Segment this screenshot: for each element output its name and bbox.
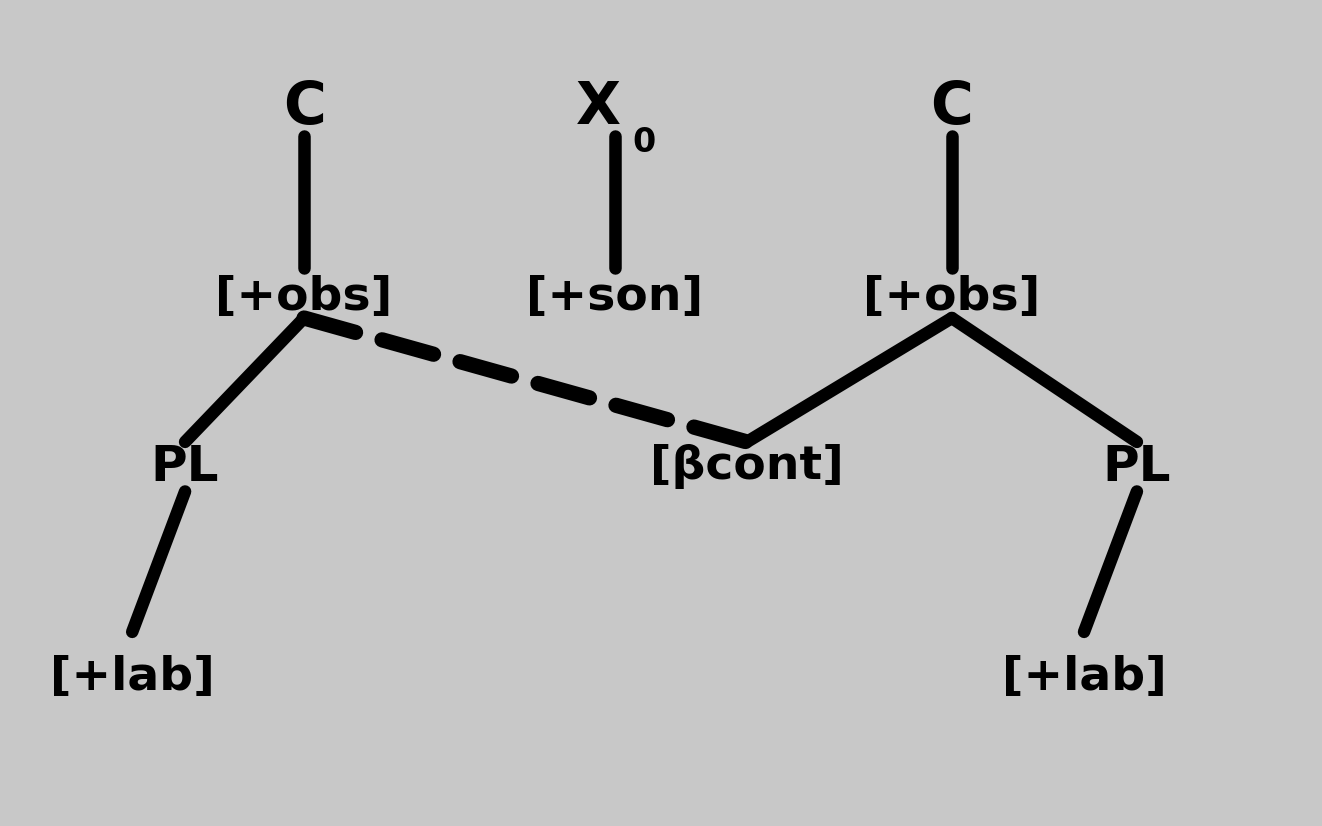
Text: [+son]: [+son] [526,275,703,320]
Text: C: C [931,78,973,136]
Text: 0: 0 [632,126,656,159]
Text: X: X [576,78,621,136]
Text: PL: PL [1103,443,1171,491]
Text: [+lab]: [+lab] [1002,655,1166,700]
Text: [+obs]: [+obs] [215,275,393,320]
Text: [+obs]: [+obs] [863,275,1040,320]
Text: C: C [283,78,325,136]
Text: PL: PL [151,443,219,491]
Text: [βcont]: [βcont] [650,444,843,489]
Text: [+lab]: [+lab] [50,655,214,700]
